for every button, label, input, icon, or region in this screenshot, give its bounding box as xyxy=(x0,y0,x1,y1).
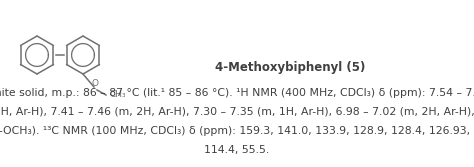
Text: White solid, m.p.: 86 – 87 °C (lit.¹ 85 – 86 °C). ¹H NMR (400 MHz, CDCl₃) δ (ppm: White solid, m.p.: 86 – 87 °C (lit.¹ 85 … xyxy=(0,88,474,98)
Text: O: O xyxy=(91,79,99,88)
Text: 114.4, 55.5.: 114.4, 55.5. xyxy=(204,145,270,155)
Text: 4-Methoxybiphenyl (5): 4-Methoxybiphenyl (5) xyxy=(215,61,365,74)
Text: (m, 4H, Ar-H), 7.41 – 7.46 (m, 2H, Ar-H), 7.30 – 7.35 (m, 1H, Ar-H), 6.98 – 7.02: (m, 4H, Ar-H), 7.41 – 7.46 (m, 2H, Ar-H)… xyxy=(0,107,474,117)
Text: CH₃: CH₃ xyxy=(110,90,127,99)
Text: (s, 3H, -OCH₃). ¹³C NMR (100 MHz, CDCl₃) δ (ppm): 159.3, 141.0, 133.9, 128.9, 12: (s, 3H, -OCH₃). ¹³C NMR (100 MHz, CDCl₃)… xyxy=(0,126,474,136)
